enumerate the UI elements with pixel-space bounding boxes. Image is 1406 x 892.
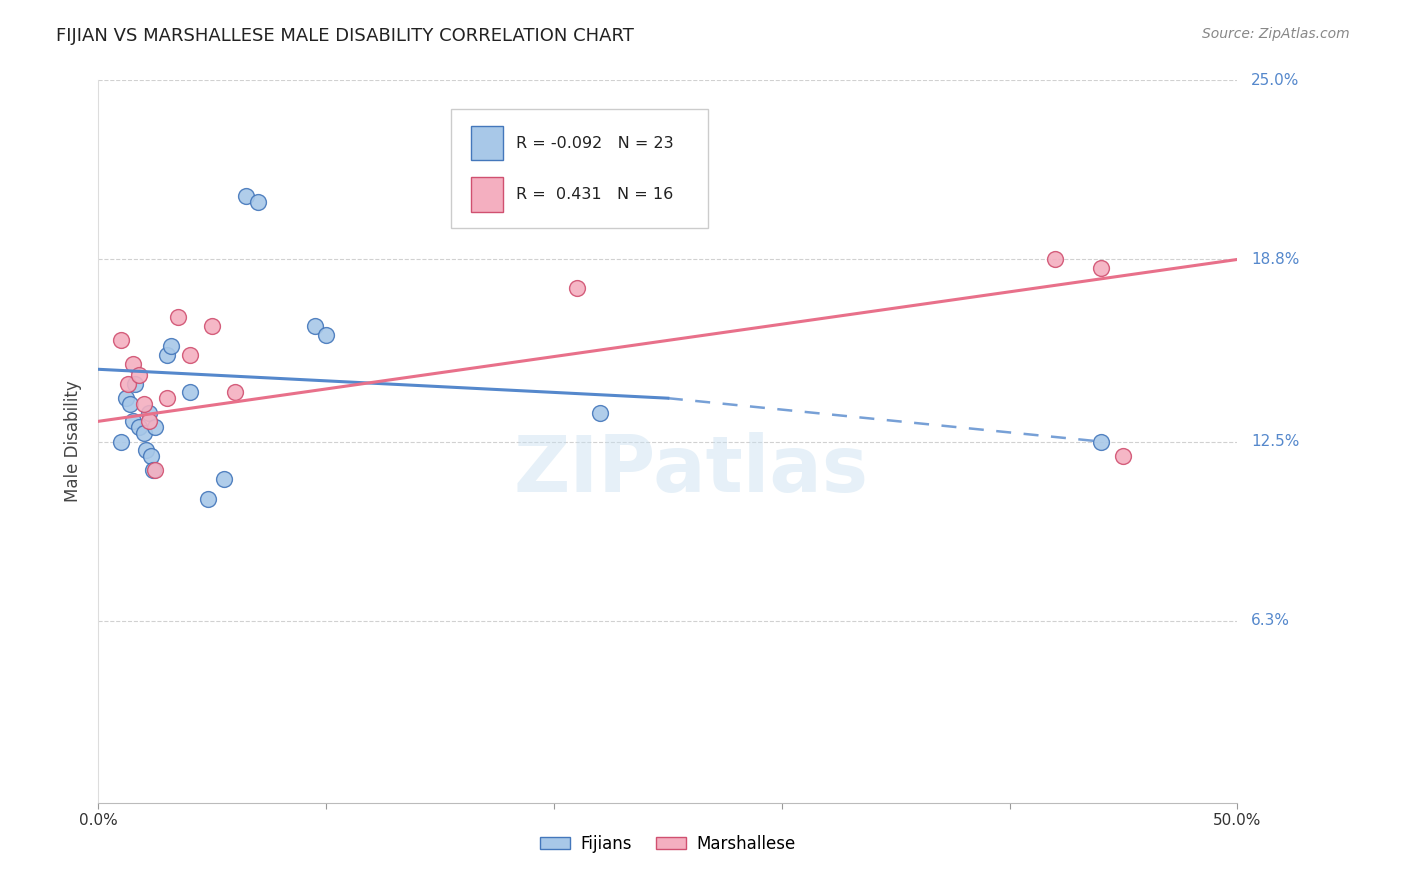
Bar [471, 126, 503, 161]
Y-axis label: Male Disability: Male Disability [65, 381, 83, 502]
Text: ZIPatlas: ZIPatlas [513, 433, 868, 508]
Point [138, 414, 160, 428]
Point [120, 397, 142, 411]
Text: R = -0.092   N = 23: R = -0.092 N = 23 [516, 136, 673, 151]
Legend: Fijians, Marshallese: Fijians, Marshallese [533, 828, 803, 860]
Point [565, 281, 588, 295]
Point [588, 406, 610, 420]
Point [110, 434, 132, 449]
Point [121, 414, 143, 428]
Point [1112, 449, 1135, 463]
Point [179, 348, 201, 362]
Point [315, 327, 337, 342]
Bar [471, 178, 503, 211]
Point [132, 397, 155, 411]
Point [304, 318, 326, 333]
Point [160, 339, 183, 353]
Text: 25.0%: 25.0% [1251, 73, 1299, 87]
Point [121, 357, 143, 371]
Text: 18.8%: 18.8% [1251, 252, 1299, 267]
Point [145, 420, 167, 434]
Point [110, 334, 132, 348]
Point [246, 194, 269, 209]
Point [224, 385, 246, 400]
Point [142, 463, 165, 477]
Point [235, 189, 257, 203]
Point [138, 406, 160, 420]
Point [212, 472, 235, 486]
Text: FIJIAN VS MARSHALLESE MALE DISABILITY CORRELATION CHART: FIJIAN VS MARSHALLESE MALE DISABILITY CO… [56, 27, 634, 45]
Point [145, 463, 167, 477]
Text: 6.3%: 6.3% [1251, 613, 1291, 628]
Point [124, 376, 146, 391]
Text: Source: ZipAtlas.com: Source: ZipAtlas.com [1202, 27, 1350, 41]
Point [1090, 261, 1112, 276]
Point [132, 425, 155, 440]
Point [117, 376, 139, 391]
Point [167, 310, 190, 325]
Point [156, 348, 179, 362]
Text: 12.5%: 12.5% [1251, 434, 1299, 449]
Point [197, 492, 219, 507]
Point [128, 368, 150, 382]
Point [114, 391, 136, 405]
Point [139, 449, 162, 463]
FancyBboxPatch shape [451, 109, 707, 228]
Point [128, 420, 150, 434]
Point [1090, 434, 1112, 449]
Point [1043, 252, 1066, 267]
Point [156, 391, 179, 405]
Point [135, 443, 157, 458]
Point [179, 385, 201, 400]
Text: R =  0.431   N = 16: R = 0.431 N = 16 [516, 187, 673, 202]
Point [201, 318, 224, 333]
